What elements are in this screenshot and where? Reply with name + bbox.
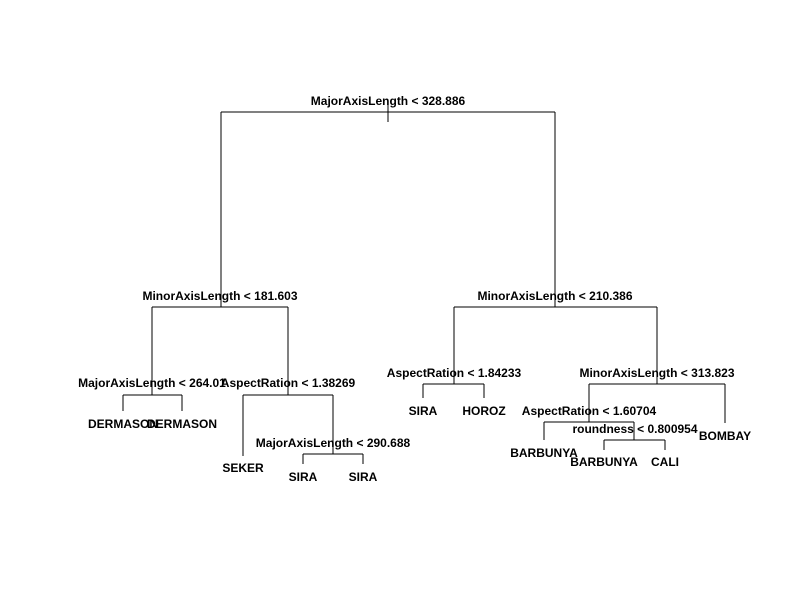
leaf-label-llr: DERMASON bbox=[147, 417, 217, 431]
tree-edges bbox=[122, 104, 726, 464]
leaf-label-lrrl: SIRA bbox=[289, 470, 318, 484]
leaf-label-rrlrr: CALI bbox=[651, 455, 679, 469]
split-label-rrlr: roundness < 0.800954 bbox=[572, 422, 697, 436]
split-label-ll: MajorAxisLength < 264.01 bbox=[78, 376, 226, 390]
split-label-lr: AspectRation < 1.38269 bbox=[221, 376, 356, 390]
leaf-label-lrl: SEKER bbox=[222, 461, 264, 475]
leaf-label-rll: SIRA bbox=[409, 404, 438, 418]
split-label-r: MinorAxisLength < 210.386 bbox=[477, 289, 632, 303]
leaf-labels: DERMASON DERMASON SEKER SIRA SIRA SIRA H… bbox=[88, 404, 751, 484]
split-label-l: MinorAxisLength < 181.603 bbox=[142, 289, 297, 303]
split-label-rl: AspectRation < 1.84233 bbox=[387, 366, 522, 380]
leaf-label-rlr: HOROZ bbox=[462, 404, 505, 418]
split-label-rr: MinorAxisLength < 313.823 bbox=[579, 366, 734, 380]
leaf-label-rrr: BOMBAY bbox=[699, 429, 751, 443]
split-label-rrl: AspectRation < 1.60704 bbox=[522, 404, 657, 418]
split-label-root: MajorAxisLength < 328.886 bbox=[311, 94, 466, 108]
leaf-label-rrlrl: BARBUNYA bbox=[570, 455, 638, 469]
split-label-lrr: MajorAxisLength < 290.688 bbox=[256, 436, 411, 450]
leaf-label-lrrr: SIRA bbox=[349, 470, 378, 484]
leaf-label-lll: DERMASON bbox=[88, 417, 158, 431]
split-labels: MajorAxisLength < 328.886 MinorAxisLengt… bbox=[78, 94, 735, 450]
leaf-label-rrll: BARBUNYA bbox=[510, 446, 578, 460]
